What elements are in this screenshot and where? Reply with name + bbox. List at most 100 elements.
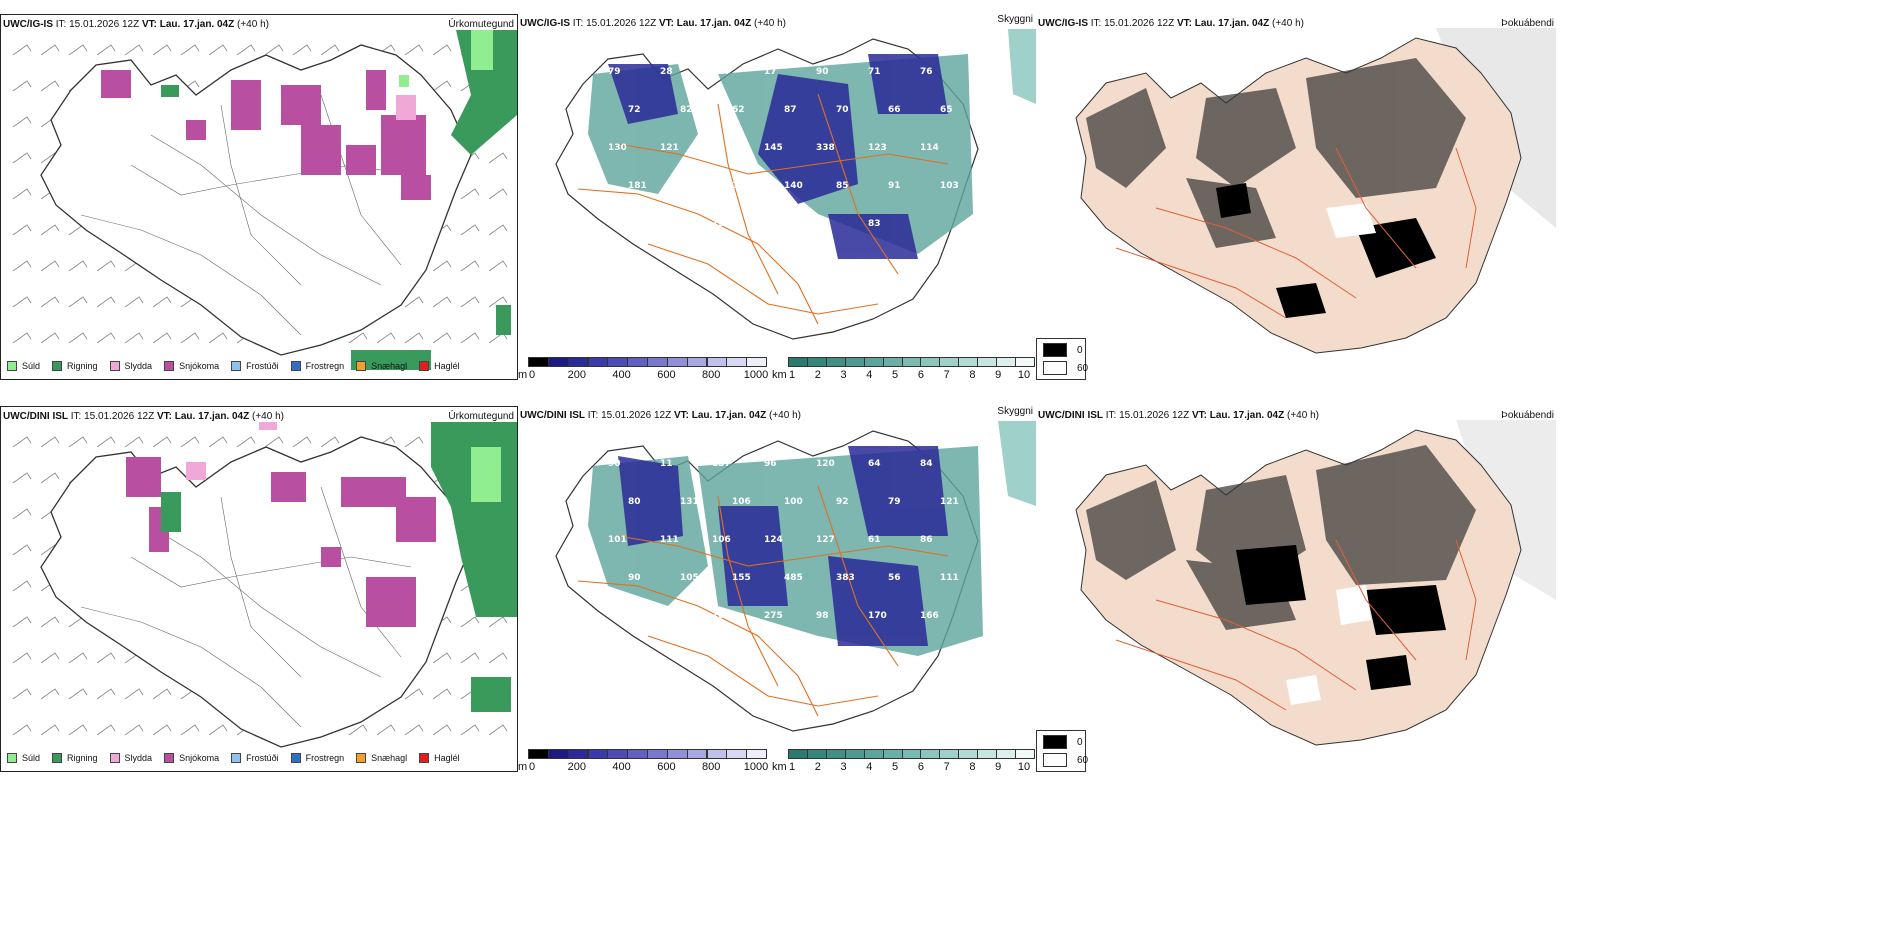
colorbar-segment (977, 357, 998, 367)
colorbar-segment (996, 749, 1017, 759)
colorbar-tick-label: 600 (657, 761, 676, 772)
legend-swatch (52, 753, 63, 763)
product-name: Úrkomutegund (448, 411, 514, 422)
legend-swatch (164, 361, 175, 371)
colorbar-tick-label: 0 (528, 761, 536, 772)
wind-barb (12, 652, 32, 664)
colorbar-tick-label: 4 (866, 369, 873, 380)
wind-barb (12, 44, 32, 56)
wind-barb (236, 436, 256, 448)
cloud-base-label: 198 (628, 649, 647, 659)
product-name: Skyggni (997, 14, 1033, 25)
legend-swatch (231, 753, 242, 763)
cloud-base-label: 85 (836, 181, 849, 191)
cloud-base-label: 140 (784, 181, 803, 191)
legend-item: Súld (7, 753, 40, 763)
legend-label: Frostregn (305, 753, 345, 763)
clouds-panel-top: UWC/IG-IS IT: 15.01.2026 12Z VT: Lau. 17… (518, 14, 1036, 380)
wind-barb (208, 44, 228, 56)
fog-legend: 0 60 (1036, 338, 1088, 380)
cloud-base-label: 71 (868, 67, 881, 77)
wind-barb (292, 44, 312, 56)
product-name: Skyggni (997, 406, 1033, 417)
cloud-base-label: 96 (764, 459, 777, 469)
legend-item: Súld (7, 361, 40, 371)
cloud-base-label: 12 (680, 181, 693, 191)
cloud-base-label: 100 (608, 219, 627, 229)
legend-swatch (52, 361, 63, 371)
colorbar-tick-label: 400 (612, 761, 631, 772)
cloud-base-label: 170 (868, 611, 887, 621)
wind-barb (12, 188, 32, 200)
cloud-base-label: 275 (764, 611, 783, 621)
wind-barb (432, 332, 452, 344)
cloud-base-label: 83 (868, 219, 881, 229)
wind-barb (96, 296, 116, 308)
wind-barb (152, 436, 172, 448)
colorbar-tick-label: 8 (969, 369, 976, 380)
fog-swatch-high (1043, 361, 1067, 375)
wind-barb (40, 332, 60, 344)
fog-map (1075, 420, 1556, 746)
wind-barb (152, 332, 172, 344)
lead-time: (+40 h) (237, 19, 269, 30)
wind-barb (96, 260, 116, 272)
iceland-outline (40, 436, 472, 748)
colorbar-segment (686, 357, 708, 367)
wind-barb (320, 436, 340, 448)
cloud-base-label: 85 (816, 219, 829, 229)
fog-panel-top: 0 60 UWC/IG-IS IT: 15.01.2026 12Z VT: La… (1036, 14, 1900, 380)
colorbar-tick-label: 2 (814, 369, 821, 380)
colorbar-tick-label: 8 (969, 761, 976, 772)
cloud-base-label: 64 (868, 459, 881, 469)
cloud-base-label: 127 (712, 67, 731, 77)
colorbar-unit: m (518, 761, 528, 772)
wind-barb (460, 616, 480, 628)
iceland-outline (40, 44, 472, 356)
cloud-base-label: 121 (940, 497, 959, 507)
legend-label: Súld (22, 753, 41, 763)
precip-map (12, 422, 517, 748)
legend-swatch (290, 753, 301, 763)
wind-barb (180, 44, 200, 56)
legend-swatch (164, 753, 175, 763)
cloud-base-label: 121 (660, 143, 679, 153)
valid-time: Lau. 17.jan. 04Z (174, 411, 250, 422)
wind-barb (12, 472, 32, 484)
wind-barb (376, 332, 396, 344)
wind-barb (152, 44, 172, 56)
valid-time: Lau. 17.jan. 04Z (691, 410, 767, 421)
model-name: UWC/DINI ISL (1038, 410, 1103, 421)
wind-barb (124, 296, 144, 308)
wind-barb (40, 724, 60, 736)
colorbar-tick-label: 7 (943, 761, 950, 772)
colorbar-tick-label: 9 (995, 369, 1002, 380)
colorbar-segment (726, 357, 748, 367)
colorbar-tick-label: 3 (840, 761, 847, 772)
legend-swatch (7, 753, 17, 763)
colorbar-segment (901, 749, 922, 759)
cloud-base-label: 82 (680, 105, 693, 115)
init-time: IT: 15.01.2026 12Z (70, 411, 155, 422)
colorbar-tick-label: 6 (917, 369, 924, 380)
wind-barb (40, 44, 60, 56)
legend-swatch (231, 361, 242, 371)
cloud-base-colorbar: m 0 200 400 600 800 1000 (518, 357, 768, 380)
model-name: UWC/DINI ISL (520, 410, 585, 421)
colorbar-segment (528, 749, 549, 759)
wind-barb (12, 724, 32, 736)
legend-swatch (356, 361, 367, 371)
cloud-base-label: 105 (680, 573, 699, 583)
wind-barb (404, 296, 424, 308)
cloud-base-label: 84 (920, 459, 933, 469)
wind-barb (96, 436, 116, 448)
wind-barb (404, 332, 424, 344)
wind-barb (40, 688, 60, 700)
visibility-colorbar: km 1 2 3 4 5 6 7 8 9 10 (772, 357, 1036, 380)
cloud-base-label: 62 (732, 105, 745, 115)
wind-barb (488, 152, 508, 164)
cloud-base-label: 65 (940, 105, 953, 115)
lead-time: (+40 h) (1272, 18, 1304, 29)
colorbar-segment (844, 357, 865, 367)
wind-barb (12, 508, 32, 520)
